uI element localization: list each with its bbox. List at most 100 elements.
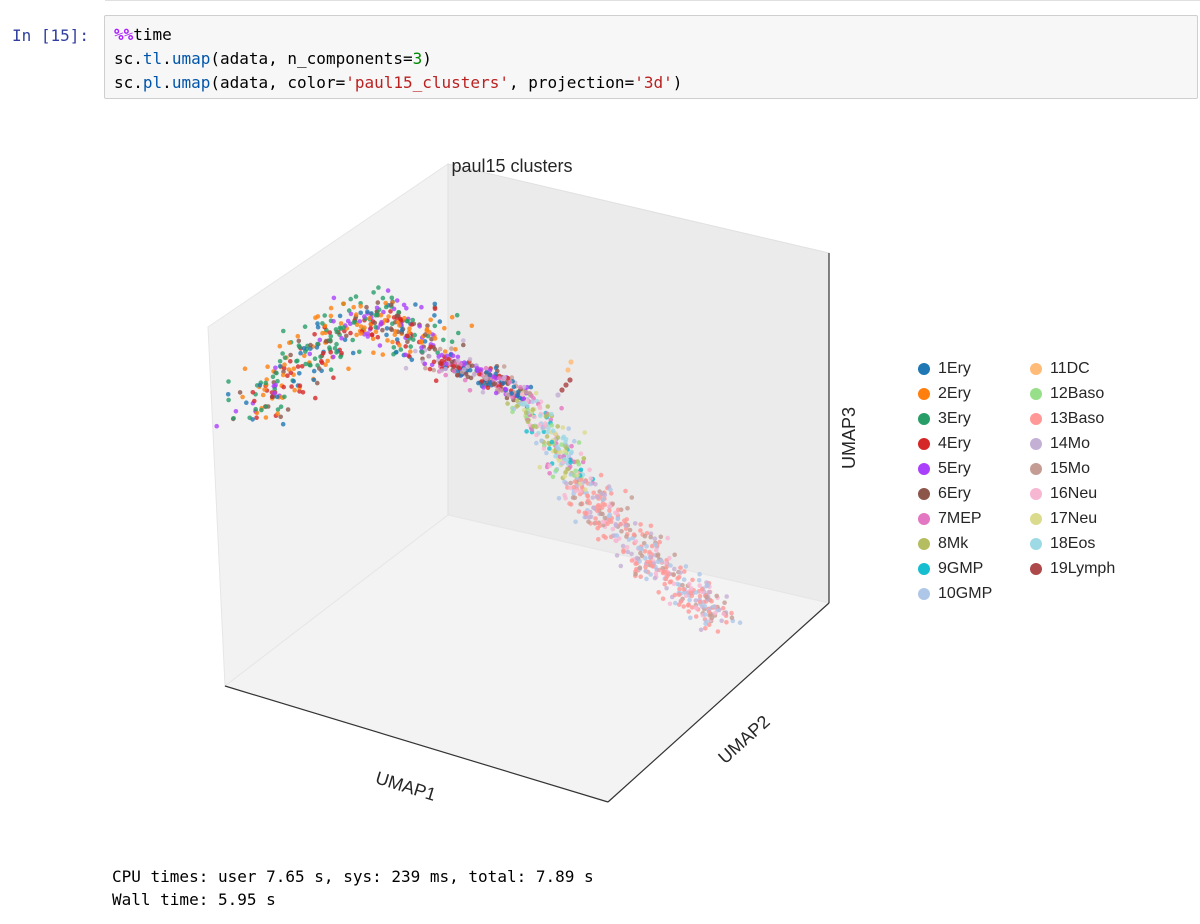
- legend-item: 12Baso: [1030, 383, 1104, 405]
- scatter-point: [476, 380, 481, 386]
- scatter-point: [623, 488, 628, 494]
- scatter-point: [693, 605, 699, 610]
- scatter-point: [578, 501, 583, 507]
- scatter-points: [214, 285, 743, 634]
- scatter-point: [576, 462, 582, 467]
- scatter-point: [338, 354, 343, 360]
- scatter-point: [578, 488, 583, 494]
- scatter-point: [420, 349, 425, 355]
- scatter-point: [538, 413, 543, 419]
- scatter-point: [425, 323, 430, 329]
- scatter-point: [638, 522, 643, 527]
- scatter-point: [613, 510, 618, 516]
- scatter-point: [525, 403, 530, 409]
- scatter-point: [568, 460, 573, 465]
- scatter-point: [583, 487, 588, 493]
- scatter-point: [665, 535, 670, 541]
- scatter-point: [547, 463, 552, 469]
- scatter-point: [544, 450, 549, 456]
- scatter-point: [394, 349, 399, 355]
- legend-marker: [1030, 388, 1042, 400]
- scatter-point: [274, 394, 280, 400]
- scatter-point: [254, 415, 259, 421]
- scatter-point: [631, 532, 637, 537]
- scatter-point: [555, 392, 561, 398]
- scatter-point: [453, 347, 458, 352]
- scatter-point: [633, 571, 638, 577]
- scatter-point: [629, 495, 635, 500]
- code-token: .: [162, 73, 172, 92]
- code-editor[interactable]: %%time sc.tl.umap(adata, n_components=3)…: [104, 15, 1198, 99]
- scatter-point: [297, 344, 302, 350]
- scatter-point: [275, 378, 280, 384]
- code-token: time: [133, 25, 172, 44]
- scatter-point: [681, 604, 686, 609]
- scatter-point: [397, 342, 402, 348]
- scatter-point: [682, 569, 687, 574]
- scatter-point: [563, 382, 569, 388]
- scatter-point: [633, 561, 638, 566]
- scatter-point: [327, 345, 332, 350]
- scatter-point: [567, 377, 573, 383]
- scatter-point: [399, 327, 405, 333]
- legend-marker: [918, 438, 930, 450]
- scatter-point: [432, 306, 438, 312]
- scatter-point: [275, 411, 281, 416]
- scatter-point: [721, 611, 726, 617]
- scatter-point: [365, 334, 371, 339]
- scatter-point: [442, 349, 448, 354]
- scatter-point: [298, 350, 303, 356]
- scatter-point: [388, 309, 393, 314]
- scatter-point: [547, 446, 552, 451]
- scatter-point: [638, 550, 643, 556]
- legend-marker: [1030, 413, 1042, 425]
- scatter-point: [620, 543, 626, 549]
- scatter-point: [664, 564, 669, 570]
- scatter-point: [417, 324, 423, 329]
- scatter-point: [657, 539, 662, 545]
- scatter-point: [394, 298, 400, 303]
- scatter-point: [581, 456, 587, 461]
- scatter-point: [534, 440, 539, 446]
- scatter-point: [576, 509, 582, 514]
- scatter-point: [699, 586, 705, 592]
- scatter-point: [286, 367, 292, 372]
- scatter-point: [541, 429, 547, 435]
- scatter-point: [572, 479, 578, 484]
- scatter-point: [407, 326, 412, 331]
- scatter-point: [302, 324, 308, 330]
- scatter-point: [697, 593, 703, 599]
- legend-marker: [918, 588, 930, 600]
- scatter-point: [706, 622, 712, 627]
- scatter-point: [285, 407, 291, 412]
- scatter-point: [711, 604, 717, 609]
- scatter-point: [587, 467, 592, 473]
- scatter-point: [250, 390, 256, 395]
- scatter-point: [650, 564, 655, 569]
- scatter-point: [254, 410, 260, 416]
- scatter-point: [308, 346, 313, 351]
- scatter-point: [678, 570, 683, 575]
- legend-label: 10GMP: [938, 585, 993, 602]
- scatter-point: [510, 395, 515, 400]
- scatter-point: [609, 491, 614, 496]
- scatter-point: [451, 364, 457, 369]
- scatter-point: [565, 466, 571, 472]
- scatter-point: [647, 559, 653, 565]
- scatter-point: [546, 426, 551, 431]
- scatter-point: [522, 400, 527, 406]
- scatter-point: [537, 422, 542, 428]
- scatter-point: [558, 449, 563, 455]
- scatter-point: [697, 571, 702, 577]
- scatter-point: [636, 545, 641, 551]
- scatter-point: [545, 404, 551, 409]
- scatter-point: [672, 552, 677, 558]
- scatter-point: [327, 330, 333, 335]
- code-line-1: %%time: [114, 25, 172, 44]
- scatter-point: [637, 559, 642, 564]
- scatter-point: [484, 376, 489, 382]
- scatter-point: [621, 548, 626, 553]
- scatter-point: [648, 572, 653, 577]
- scatter-point: [455, 354, 461, 360]
- legend-label: 8Mk: [938, 535, 969, 552]
